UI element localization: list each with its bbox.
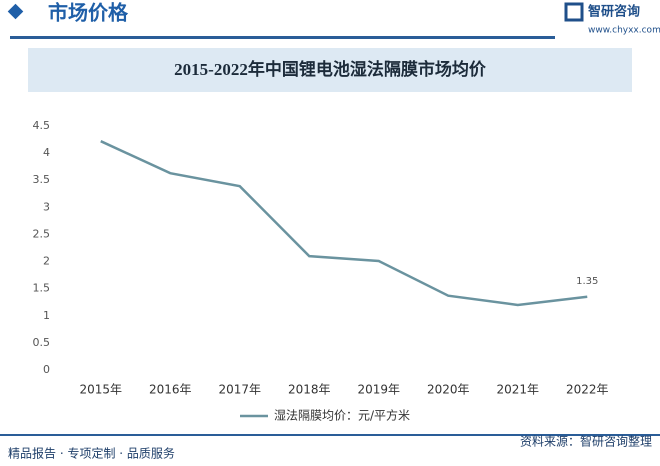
footer-left: 精品报告 · 专项定制 · 品质服务	[8, 446, 175, 461]
title-band	[28, 48, 632, 92]
y-tick-label: 3	[43, 200, 50, 213]
header-title: 市场价格	[48, 1, 129, 25]
footer-right: 资料来源：智研咨询整理	[520, 434, 652, 449]
y-tick-label: 2	[43, 255, 50, 268]
footer-rule	[0, 434, 660, 436]
line	[100, 140, 588, 307]
x-tick-label: 2020年	[427, 383, 470, 397]
logo-icon	[564, 2, 584, 22]
logo-name: 智研咨询	[588, 4, 640, 20]
y-tick-label: 4	[43, 146, 50, 159]
x-tick-label: 2016年	[149, 383, 192, 397]
legend-label: 湿法隔膜均价：元/平方米	[274, 408, 410, 423]
logo-url: www.chyxx.com	[588, 26, 660, 36]
x-tick-label: 2022年	[566, 383, 609, 397]
header-icon	[7, 3, 24, 20]
x-tick-label: 2015年	[79, 383, 122, 397]
header-rule	[10, 36, 555, 39]
y-tick-label: 3.5	[33, 173, 51, 186]
x-tick-label: 2019年	[357, 383, 400, 397]
y-tick-label: 4.5	[33, 119, 51, 132]
y-tick-label: 2.5	[33, 227, 51, 240]
x-tick-label: 2017年	[218, 383, 261, 397]
y-tick-label: 1	[43, 309, 50, 322]
x-tick-label: 2018年	[288, 383, 331, 397]
y-tick-label: 0	[43, 363, 50, 376]
chart-title: 2015-2022年中国锂电池湿法隔膜市场均价	[174, 59, 487, 79]
data-label: 1.35	[576, 276, 598, 287]
y-tick-label: 1.5	[33, 282, 51, 295]
x-tick-label: 2021年	[496, 383, 539, 397]
y-tick-label: 0.5	[33, 336, 51, 349]
